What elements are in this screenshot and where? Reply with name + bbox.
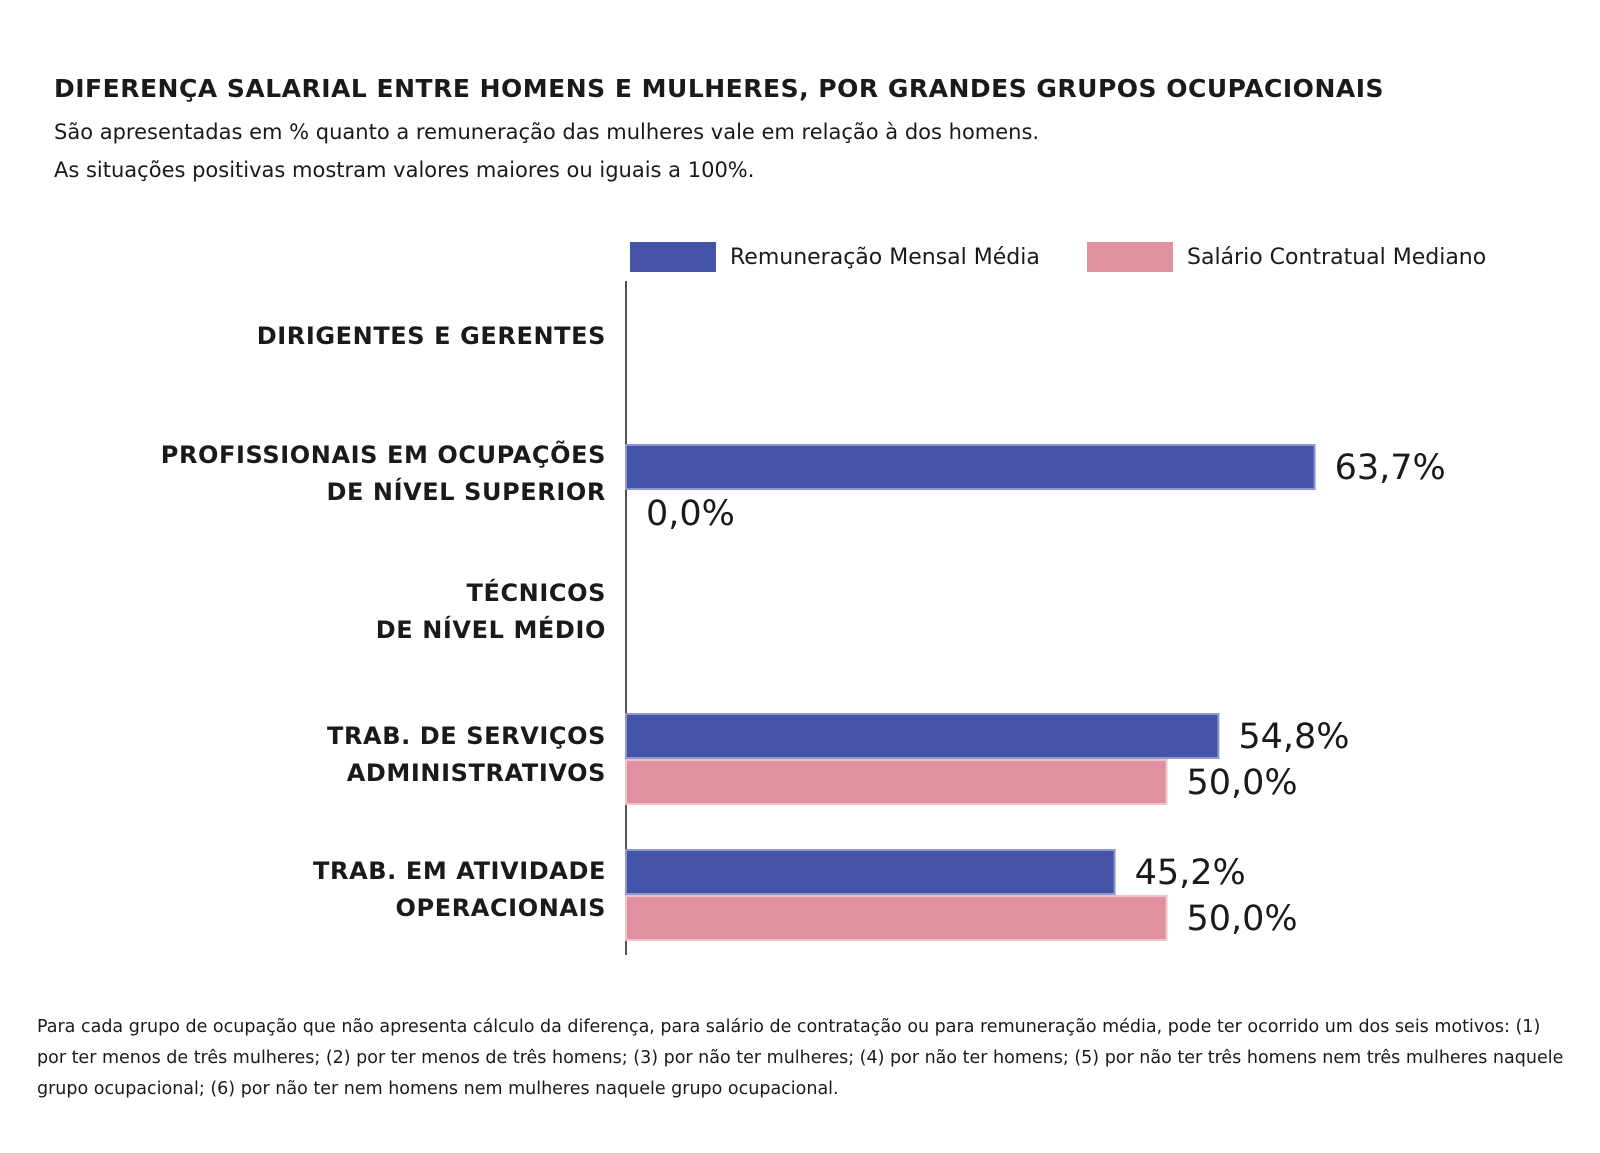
- subtitle-line-2: As situações positivas mostram valores m…: [54, 158, 755, 182]
- bar-salario: [625, 895, 1168, 941]
- bar-chart: 63,7% 54,8% 45,2% 0,0% 50,0% 50,0%: [625, 281, 1446, 955]
- chart-title: DIFERENÇA SALARIAL ENTRE HOMENS E MULHER…: [54, 74, 1385, 103]
- footnote: Para cada grupo de ocupação que não apre…: [37, 1017, 1564, 1099]
- data-label: 45,2%: [1135, 853, 1246, 893]
- data-label: 54,8%: [1238, 717, 1349, 757]
- data-label: 50,0%: [1187, 899, 1298, 939]
- category-label: PROFISSIONAIS EM OCUPAÇÕES DE NÍVEL SUPER…: [160, 441, 606, 506]
- legend-item-remuneracao: Remuneração Mensal Média: [630, 242, 1040, 272]
- legend-label-remuneracao: Remuneração Mensal Média: [730, 244, 1040, 270]
- category-label: TÉCNICOS DE NÍVEL MÉDIO: [375, 579, 606, 644]
- legend-label-salario: Salário Contratual Mediano: [1187, 244, 1487, 270]
- subtitle-line-1: São apresentadas em % quanto a remuneraç…: [54, 120, 1040, 144]
- data-label: 63,7%: [1335, 448, 1446, 488]
- category-label: DIRIGENTES E GERENTES: [256, 321, 606, 350]
- category-label: TRAB. EM ATIVIDADE OPERACIONAIS: [313, 857, 606, 922]
- data-label: 0,0%: [646, 494, 735, 534]
- legend-item-salario: Salário Contratual Mediano: [1087, 242, 1486, 272]
- data-label: 50,0%: [1187, 763, 1298, 803]
- legend-swatch-salario: [1087, 242, 1173, 272]
- legend-swatch-remuneracao: [630, 242, 716, 272]
- category-label: TRAB. DE SERVIÇOS ADMINISTRATIVOS: [326, 722, 606, 787]
- bar-remuneracao: [625, 444, 1316, 490]
- bar-remuneracao: [625, 713, 1220, 759]
- bar-salario: [625, 759, 1168, 805]
- bar-remuneracao: [625, 849, 1116, 895]
